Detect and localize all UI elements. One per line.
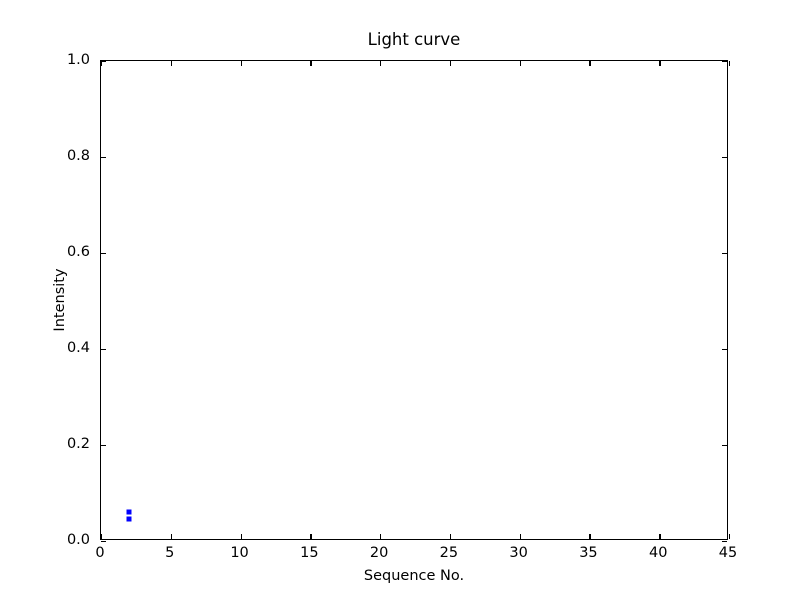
- y-axis-tick-label: 0.6: [66, 244, 90, 260]
- x-axis-tick-label: 10: [230, 545, 249, 561]
- x-axis-tick: [240, 534, 242, 539]
- plot-axes: [100, 60, 731, 543]
- y-axis-tick-label: 0.0: [66, 532, 90, 548]
- x-axis-tick-label: 25: [439, 545, 459, 561]
- x-axis-tick-top: [380, 61, 382, 66]
- x-axis-tick: [659, 534, 661, 539]
- y-axis-tick-right: [722, 541, 727, 543]
- x-axis-tick: [729, 534, 731, 539]
- x-axis-tick-label: 30: [509, 545, 528, 561]
- y-axis-tick: [101, 157, 106, 159]
- y-axis-tick: [101, 61, 106, 63]
- y-axis-tick: [101, 445, 106, 447]
- plot-area: [101, 61, 731, 543]
- x-axis-tick-top: [449, 61, 452, 66]
- x-axis-tick-label: 35: [579, 545, 598, 561]
- y-axis-tick-right: [722, 157, 727, 159]
- y-axis-tick: [101, 541, 106, 543]
- x-axis-tick: [310, 534, 312, 539]
- x-axis-tick-label: 20: [369, 545, 389, 561]
- chart-title: Light curve: [367, 30, 461, 49]
- x-axis-label: Sequence No.: [363, 568, 465, 584]
- x-axis-tick: [589, 534, 591, 539]
- y-axis-tick-label: 1.0: [66, 52, 90, 68]
- data-point: [126, 509, 132, 515]
- x-axis-tick-top: [659, 61, 661, 66]
- y-axis-tick: [101, 253, 106, 255]
- y-axis-tick-right: [722, 445, 727, 447]
- x-axis-tick-label: 0: [95, 545, 105, 561]
- y-axis-tick-label: 0.4: [66, 340, 90, 356]
- x-axis-tick-top: [170, 61, 173, 66]
- y-axis-tick: [101, 349, 106, 351]
- x-axis-tick: [170, 534, 173, 539]
- x-axis-tick-label: 5: [165, 545, 175, 561]
- y-axis-tick-label: 0.2: [66, 436, 90, 452]
- y-axis-tick-right: [722, 61, 727, 63]
- x-axis-tick: [449, 534, 452, 539]
- x-axis-tick: [519, 534, 521, 539]
- y-axis-label: Intensity: [52, 268, 68, 332]
- x-axis-tick-top: [519, 61, 521, 66]
- x-axis-tick: [101, 534, 103, 539]
- x-axis-tick-top: [240, 61, 242, 66]
- x-axis-tick-label: 15: [300, 545, 319, 561]
- y-axis-tick-label: 0.8: [66, 148, 90, 164]
- x-axis-tick-top: [310, 61, 312, 66]
- y-axis-tick-right: [722, 349, 727, 351]
- x-axis-tick-top: [729, 61, 731, 66]
- y-axis-tick-right: [722, 253, 727, 255]
- data-point: [126, 516, 132, 522]
- x-axis-tick-top: [589, 61, 591, 66]
- x-axis-tick-label: 45: [718, 545, 738, 561]
- x-axis-tick-top: [101, 61, 103, 66]
- x-axis-tick-label: 40: [648, 545, 668, 561]
- x-axis-tick: [380, 534, 382, 539]
